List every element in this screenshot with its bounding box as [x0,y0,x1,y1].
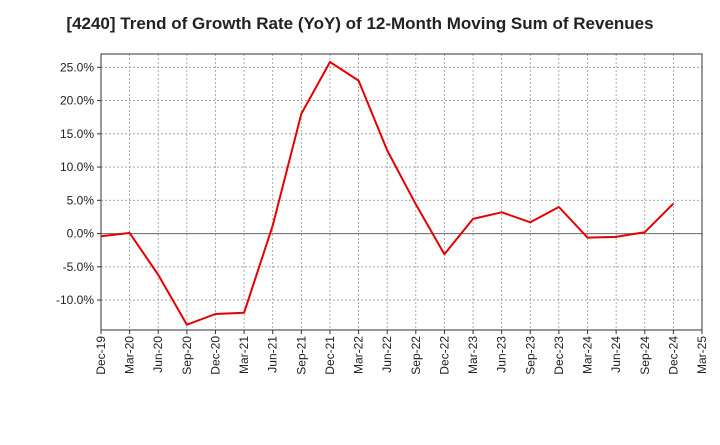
y-tick-label: -10.0% [56,293,94,307]
x-tick-label: Dec-20 [208,336,222,375]
x-tick-label: Jun-23 [495,336,509,373]
x-tick-label: Mar-20 [123,336,137,374]
y-tick-label: 15.0% [60,127,94,141]
x-tick-label: Mar-22 [352,336,366,374]
x-tick-label: Sep-23 [523,336,537,375]
x-tick-label: Dec-19 [94,336,108,375]
x-tick-label: Dec-23 [552,336,566,375]
x-tick-label: Jun-22 [380,336,394,373]
x-tick-label: Mar-23 [466,336,480,374]
x-tick-label: Mar-25 [695,336,709,374]
chart-title: [4240] Trend of Growth Rate (YoY) of 12-… [0,14,720,34]
x-tick-label: Dec-21 [323,336,337,375]
plot-frame [101,54,702,330]
y-tick-label: 20.0% [60,94,94,108]
series-line [101,62,673,325]
x-tick-label: Sep-21 [294,336,308,375]
x-tick-label: Sep-22 [409,336,423,375]
x-tick-label: Jun-24 [609,336,623,373]
x-tick-label: Dec-24 [666,336,680,375]
y-tick-label: -5.0% [63,260,95,274]
x-tick-label: Jun-20 [151,336,165,373]
x-tick-label: Dec-22 [437,336,451,375]
x-tick-label: Jun-21 [266,336,280,373]
y-tick-label: 5.0% [67,193,95,207]
x-tick-label: Sep-24 [638,336,652,375]
x-tick-label: Mar-21 [237,336,251,374]
y-tick-label: 10.0% [60,160,94,174]
x-tick-label: Sep-20 [180,336,194,375]
x-tick-label: Mar-24 [581,336,595,374]
y-tick-label: 25.0% [60,60,94,74]
y-tick-label: 0.0% [67,227,95,241]
